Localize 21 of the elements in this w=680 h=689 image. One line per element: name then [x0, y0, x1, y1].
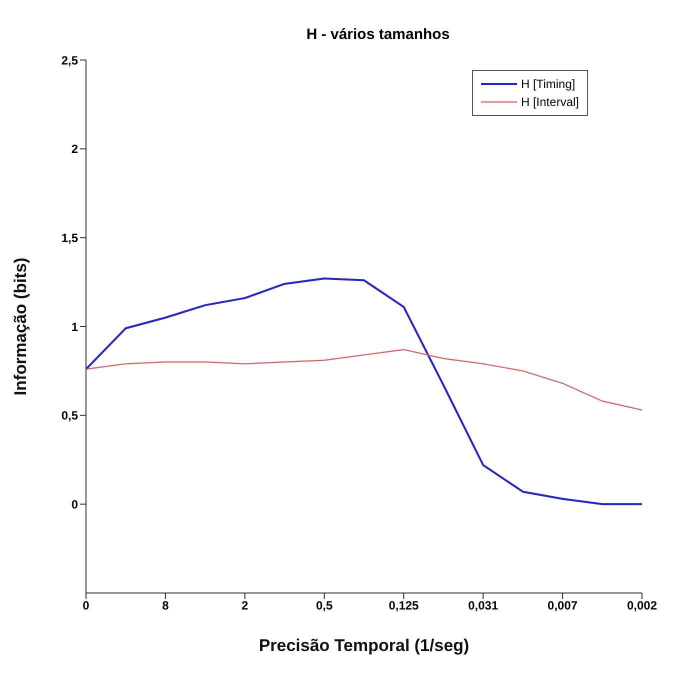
chart-title: H - vários tamanhos: [305, 26, 451, 43]
y-tick-label: 0: [71, 497, 78, 512]
x-tick-label: 0,007: [548, 598, 578, 613]
line-series: [86, 348, 642, 411]
legend-label: H [Timing]: [520, 76, 576, 93]
x-tick-label: 2: [242, 598, 249, 613]
x-tick-label: 0,031: [468, 598, 498, 613]
x-axis-title: Precisão Temporal (1/seg): [258, 636, 470, 655]
y-tick-label: 2: [71, 142, 78, 156]
x-tick-label: 0,5: [316, 598, 333, 613]
x-tick-label: 0,002: [626, 598, 658, 613]
x-tick-label: 0: [82, 598, 90, 613]
legend-label: H [Interval]: [520, 94, 579, 111]
y-tick-label: 1: [71, 320, 78, 334]
line-series: [86, 278, 642, 506]
y-axis-title: Informação (bits): [11, 258, 30, 396]
x-tick-label: 0,125: [388, 598, 420, 613]
y-tick-label: 1,5: [61, 230, 78, 245]
x-tick-label: 8: [162, 598, 170, 613]
y-tick-label: 0,5: [61, 408, 78, 423]
y-tick-label: 2,5: [61, 53, 78, 68]
